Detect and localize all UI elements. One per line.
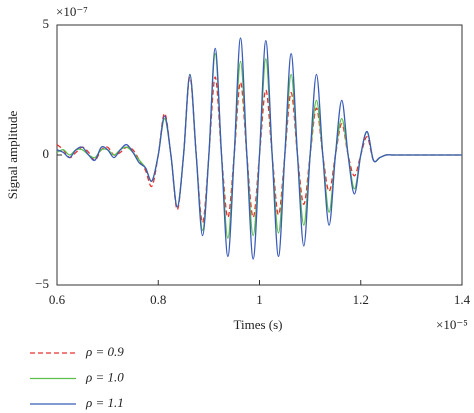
legend-label: ρ = 1.0: [85, 369, 124, 384]
x-tick-label: 0.8: [150, 292, 166, 307]
x-tick-label: 1.2: [353, 292, 369, 307]
y-tick-label: 5: [43, 16, 50, 31]
x-tick-label: 1: [256, 292, 263, 307]
legend-label: ρ = 1.1: [85, 395, 124, 410]
y-tick-label: 0: [43, 146, 50, 161]
legend-label: ρ = 0.9: [85, 344, 124, 359]
x-tick-label: 1.4: [454, 292, 471, 307]
x-axis-label: Times (s): [233, 317, 282, 332]
y-tick-label: −5: [35, 276, 49, 291]
x-tick-label: 0.6: [49, 292, 66, 307]
y-multiplier: ×10⁻⁷: [56, 4, 88, 19]
x-multiplier: ×10⁻⁵: [436, 317, 468, 332]
y-axis-label: Signal amplitude: [5, 111, 20, 200]
series-line: [56, 37, 462, 260]
